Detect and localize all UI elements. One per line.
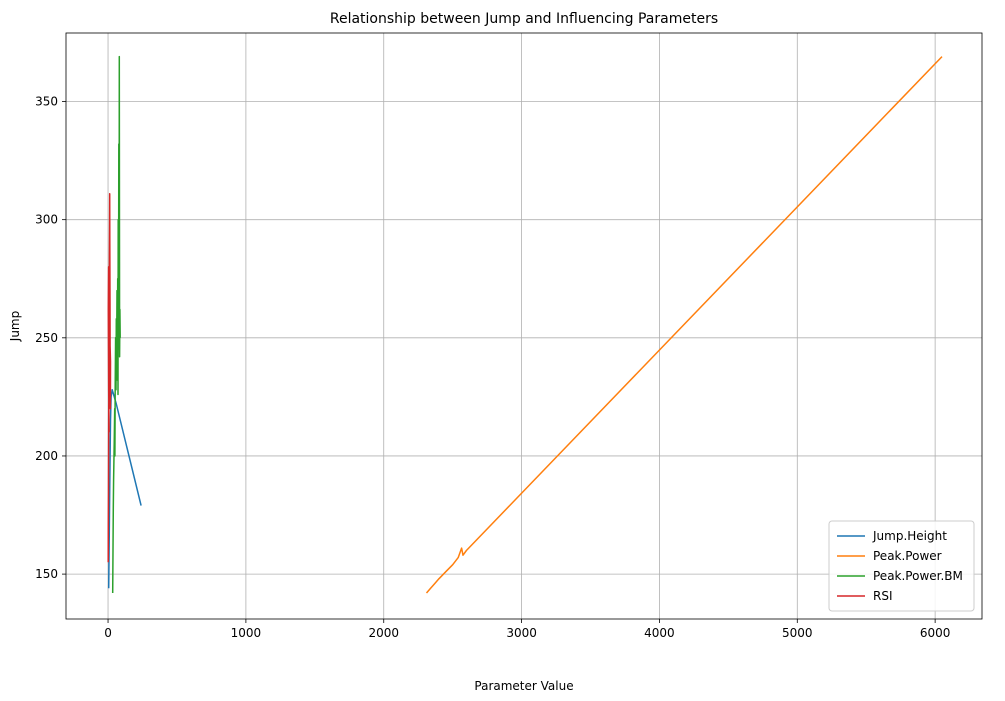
grid <box>66 33 982 619</box>
x-tick-label: 4000 <box>644 626 675 640</box>
y-tick-label: 250 <box>35 331 58 345</box>
plot-area <box>66 33 982 619</box>
y-tick-label: 150 <box>35 567 58 581</box>
x-tick-label: 0 <box>104 626 112 640</box>
x-tick-label: 3000 <box>506 626 537 640</box>
y-tick-label: 350 <box>35 95 58 109</box>
legend-box <box>828 520 975 612</box>
legend: Jump.Height Peak.Power Peak.Power.BM RSI <box>828 520 975 612</box>
legend-label: Jump.Height <box>872 529 947 543</box>
legend-label: Peak.Power.BM <box>873 569 963 583</box>
chart-title: Relationship between Jump and Influencin… <box>330 11 718 27</box>
legend-label: Peak.Power <box>873 549 942 563</box>
x-tick-label: 2000 <box>368 626 399 640</box>
x-tick-label: 6000 <box>920 626 951 640</box>
plot-frame <box>65 32 983 620</box>
y-tick-label: 300 <box>35 213 58 227</box>
y-tick-label: 200 <box>35 449 58 463</box>
y-ticks: 150 200 250 300 350 <box>35 95 66 581</box>
x-tick-label: 1000 <box>231 626 262 640</box>
legend-label: RSI <box>873 589 893 603</box>
x-axis-label: Parameter Value <box>474 679 573 693</box>
x-tick-label: 5000 <box>782 626 813 640</box>
series-line-peak-power <box>425 56 943 594</box>
series-line-peak-power-bm <box>111 55 121 594</box>
y-axis-label: Jump <box>8 311 22 342</box>
series-group <box>107 55 943 594</box>
series-line-rsi <box>107 192 112 563</box>
x-ticks: 0 1000 2000 3000 4000 5000 6000 <box>104 619 950 640</box>
